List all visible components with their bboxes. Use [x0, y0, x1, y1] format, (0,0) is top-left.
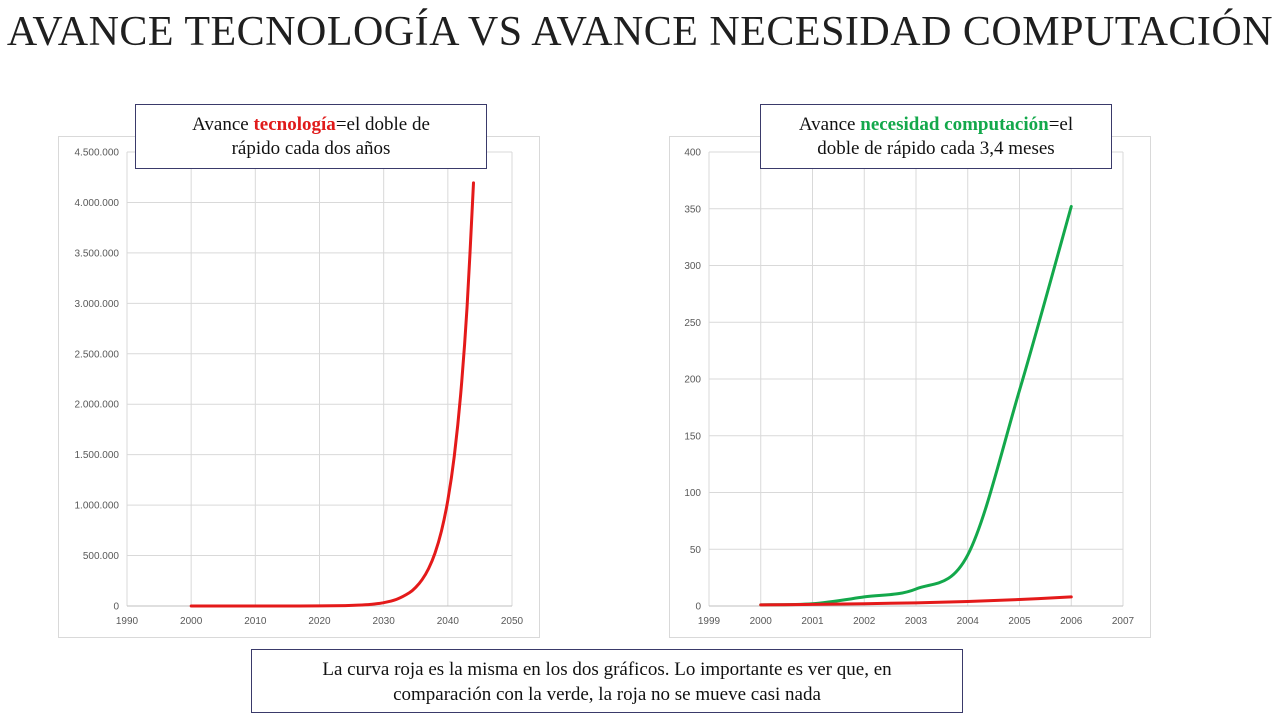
- technology-chart-x-tick-label: 2020: [308, 616, 331, 627]
- callout-highlight-computation: necesidad computación: [860, 114, 1049, 135]
- technology-chart-y-tick-label: 4.500.000: [75, 148, 120, 159]
- explanation-note: La curva roja es la misma en los dos grá…: [251, 649, 963, 713]
- computation-chart-y-tick-label: 100: [684, 488, 701, 499]
- technology-callout-line2: rápido cada dos años: [231, 138, 391, 159]
- technology-chart-y-tick-label: 2.500.000: [75, 349, 120, 360]
- computation-chart-x-tick-label: 2004: [957, 616, 980, 627]
- computation-chart-x-tick-label: 2007: [1112, 616, 1135, 627]
- computation-chart-y-tick-label: 350: [684, 204, 701, 215]
- callout-suffix: =el doble de: [335, 114, 430, 135]
- computation-callout: Avance necesidad computación=el doble de…: [760, 104, 1112, 169]
- computation-chart-y-tick-label: 250: [684, 318, 701, 329]
- technology-chart-y-tick-label: 500.000: [83, 551, 120, 562]
- technology-chart-x-tick-label: 2030: [373, 616, 396, 627]
- callout-prefix: Avance: [192, 114, 254, 135]
- technology-chart-y-tick-label: 3.500.000: [75, 248, 120, 259]
- note-line1: La curva roja es la misma en los dos grá…: [322, 659, 892, 680]
- computation-chart-series-line-1: [759, 595, 1073, 607]
- computation-chart-x-tick-label: 2001: [801, 616, 824, 627]
- computation-callout-line1: Avance necesidad computación=el: [761, 113, 1111, 137]
- technology-callout: Avance tecnología=el doble de rápido cad…: [135, 104, 487, 169]
- computation-chart-y-tick-label: 0: [695, 602, 701, 613]
- technology-chart-svg: 0 500.000 1.000.000 1.500.000 2.000.000 2.500…: [75, 148, 524, 628]
- technology-chart-y-tick-label: 1.500.000: [75, 450, 120, 461]
- technology-chart-x-tick-label: 2010: [244, 616, 267, 627]
- computation-chart-x-tick-label: 2002: [853, 616, 876, 627]
- computation-chart-y-tick-label: 400: [684, 148, 701, 159]
- page-title: AVANCE TECNOLOGÍA VS AVANCE NECESIDAD CO…: [6, 9, 1274, 55]
- computation-callout-line2: doble de rápido cada 3,4 meses: [817, 138, 1055, 159]
- technology-chart: 0 500.000 1.000.000 1.500.000 2.000.000 2.500…: [58, 136, 540, 638]
- computation-chart: 0 50 100 150 200 250 300 350 400 1999 2000 2001 2002…: [669, 136, 1151, 638]
- callout-prefix: Avance: [798, 114, 861, 135]
- technology-chart-x-tick-label: 1990: [116, 616, 139, 627]
- technology-chart-y-tick-label: 3.000.000: [75, 299, 120, 310]
- computation-chart-x-tick-label: 2000: [750, 616, 773, 627]
- technology-chart-x-tick-label: 2000: [180, 616, 203, 627]
- computation-chart-y-tick-label: 200: [684, 375, 701, 386]
- computation-chart-x-tick-label: 2006: [1060, 616, 1083, 627]
- technology-chart-y-tick-label: 4.000.000: [75, 198, 120, 209]
- computation-chart-x-tick-label: 2005: [1008, 616, 1031, 627]
- computation-chart-y-tick-label: 300: [684, 261, 701, 272]
- computation-chart-svg: 0 50 100 150 200 250 300 350 400 1999 2000 2001 2002…: [684, 148, 1135, 628]
- technology-chart-x-tick-label: 2050: [501, 616, 524, 627]
- computation-chart-x-tick-label: 2003: [905, 616, 928, 627]
- technology-callout-line1: Avance tecnología=el doble de: [136, 113, 486, 137]
- callout-highlight-technology: tecnología: [253, 114, 336, 135]
- computation-chart-x-tick-label: 1999: [698, 616, 721, 627]
- note-line2: comparación con la verde, la roja no se …: [393, 684, 821, 705]
- technology-chart-series-line-0: [189, 181, 475, 608]
- callout-suffix: =el: [1048, 114, 1074, 135]
- computation-chart-y-tick-label: 150: [684, 431, 701, 442]
- computation-chart-y-tick-label: 50: [690, 545, 702, 556]
- technology-chart-y-tick-label: 2.000.000: [75, 400, 120, 411]
- technology-chart-y-tick-label: 1.000.000: [75, 501, 120, 512]
- technology-chart-x-tick-label: 2040: [437, 616, 460, 627]
- technology-chart-y-tick-label: 0: [113, 602, 119, 613]
